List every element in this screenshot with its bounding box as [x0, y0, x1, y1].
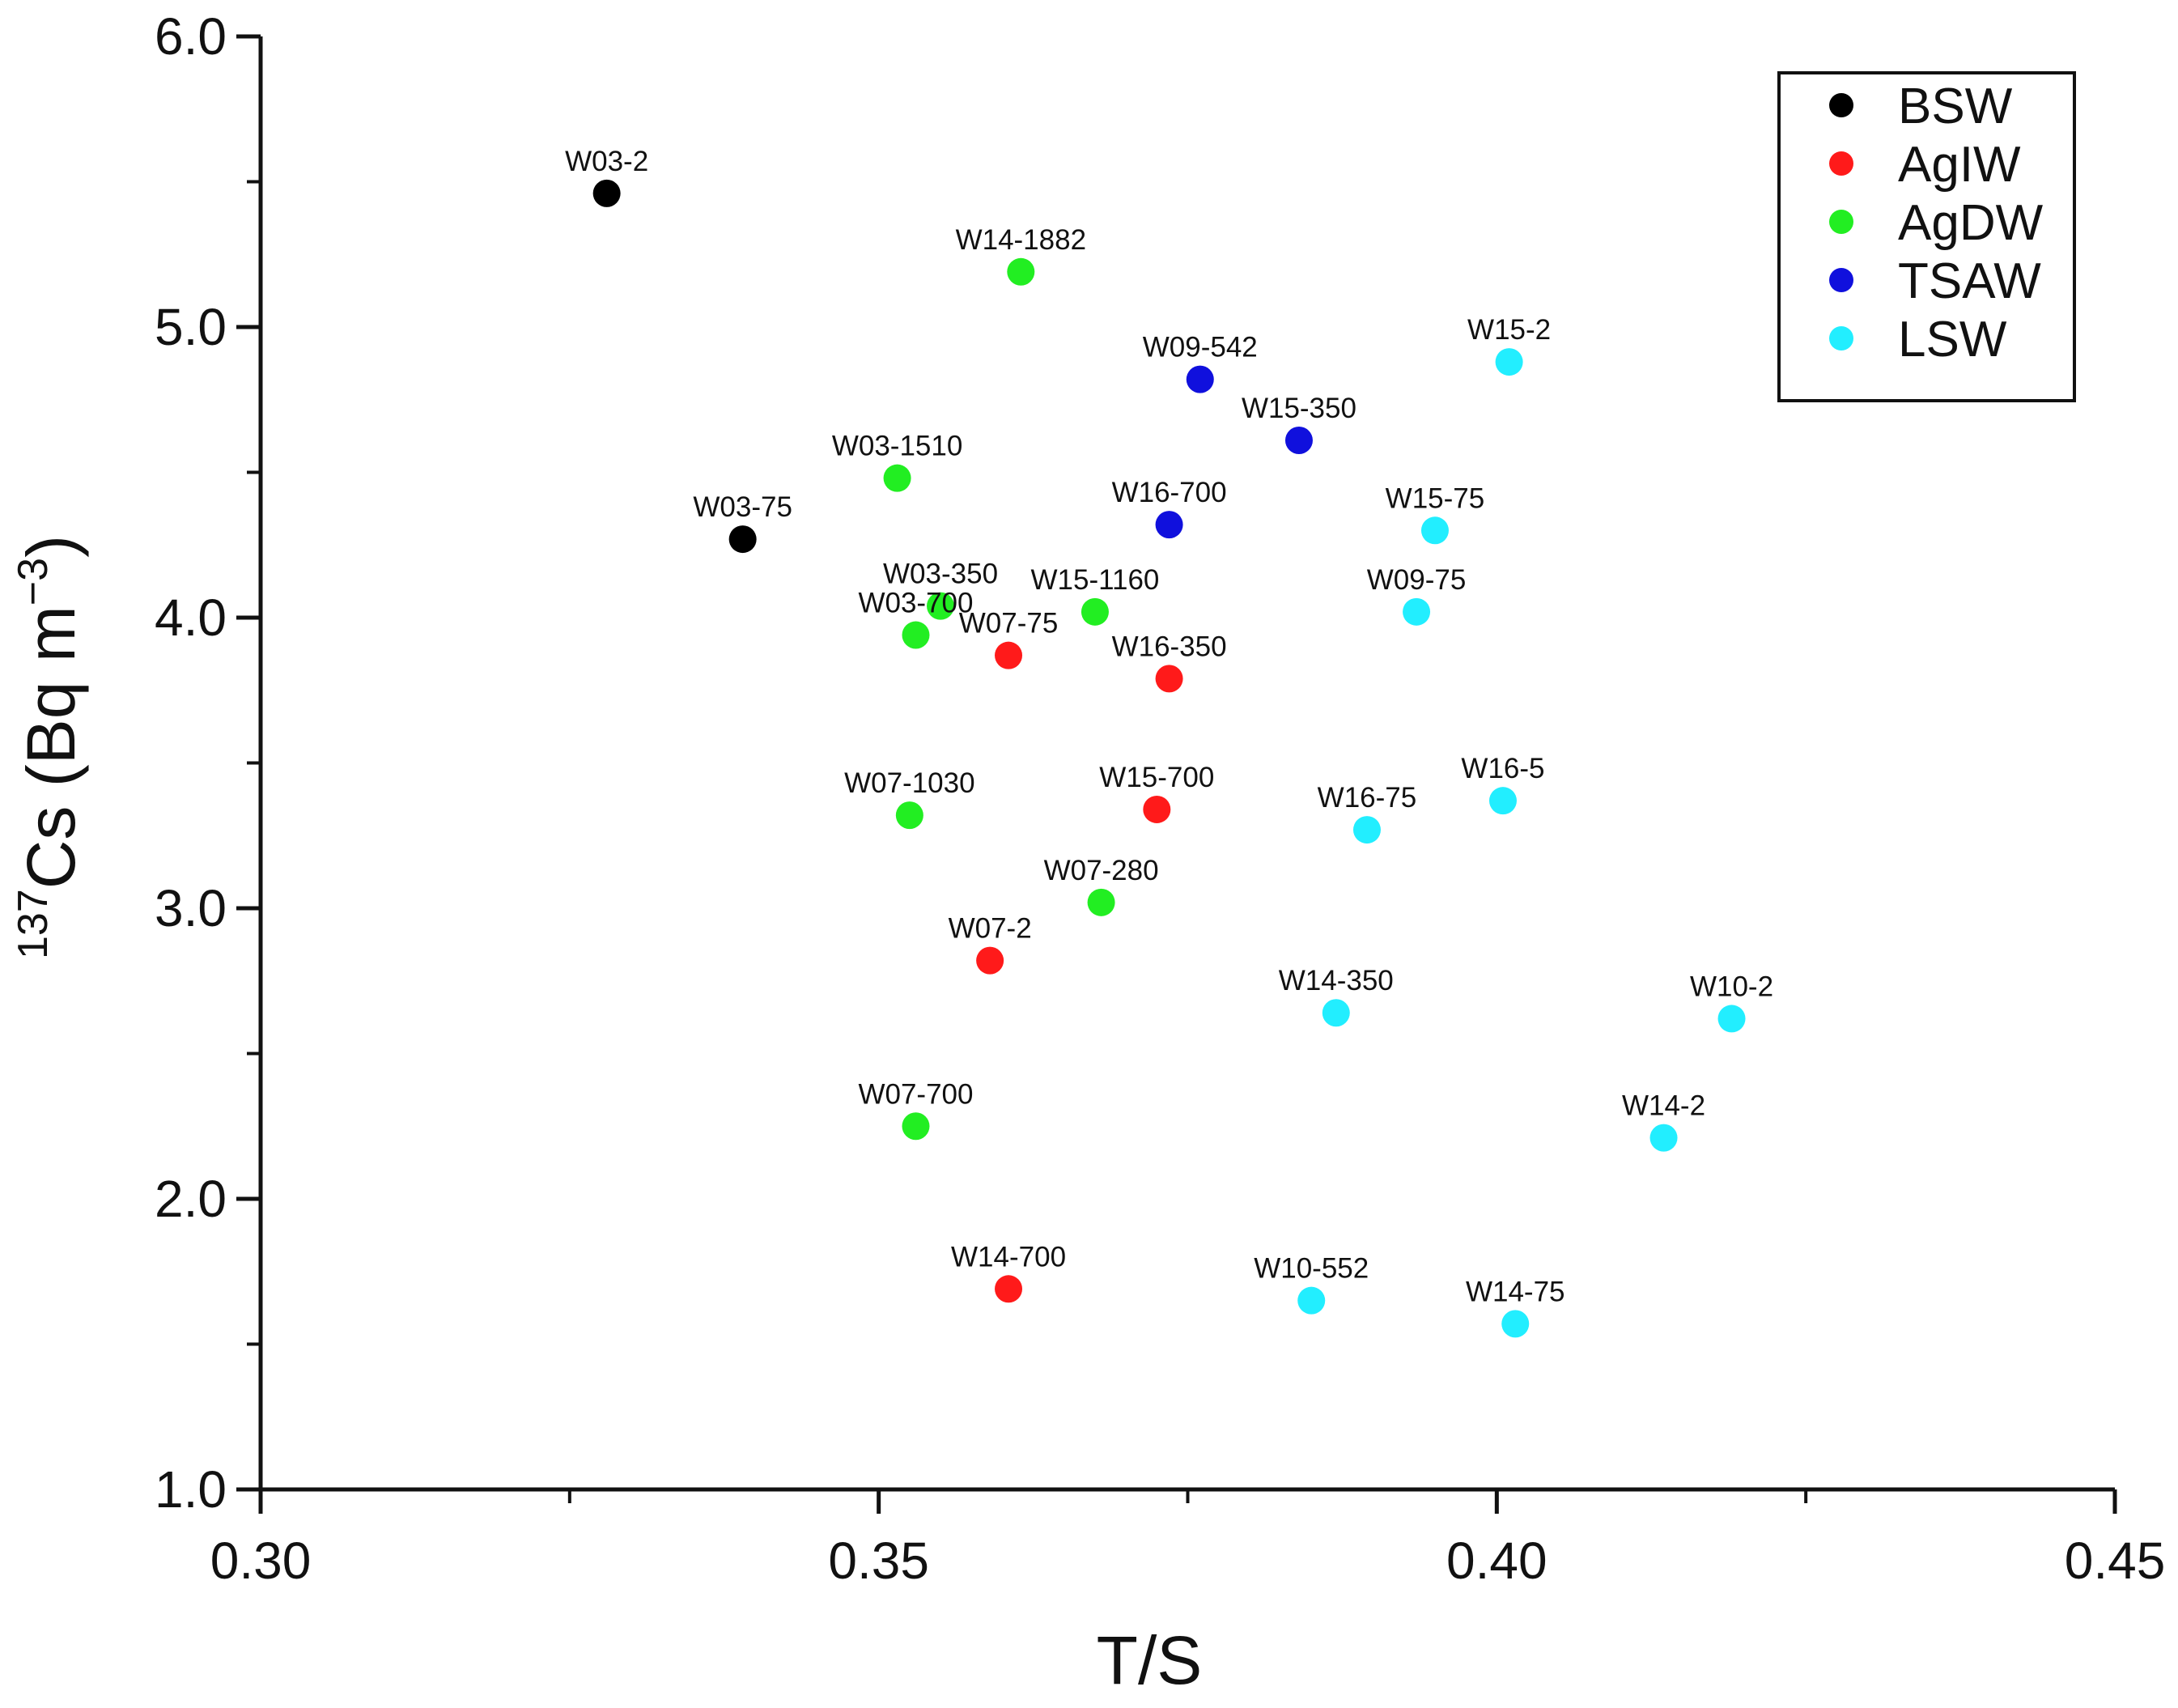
data-point-label: W15-75: [1386, 482, 1485, 514]
legend-marker-agdw: [1829, 210, 1853, 234]
data-point-label: W03-2: [565, 146, 648, 177]
legend-marker-tsaw: [1829, 268, 1853, 292]
data-point-tsaw: [1155, 511, 1183, 539]
x-axis-title: T/S: [1097, 1622, 1203, 1698]
y-tick-label: 3.0: [155, 879, 227, 937]
data-point-label: W16-700: [1112, 477, 1227, 508]
data-point-bsw: [592, 179, 621, 207]
data-point-lsw: [1501, 1310, 1530, 1338]
data-point-label: W14-700: [951, 1241, 1066, 1273]
data-point-agdw: [927, 592, 955, 620]
legend-label-bsw: BSW: [1898, 79, 2013, 134]
data-point-tsaw: [1186, 365, 1214, 393]
legend-marker-lsw: [1829, 326, 1853, 351]
point-labels-layer: W03-2 W03-75 W07-75 W16-350 W15-700 W07-2 W14-…: [565, 146, 1773, 1308]
data-point-agiw: [1155, 665, 1183, 693]
x-tick-label: 0.30: [210, 1532, 312, 1590]
data-point-lsw: [1352, 816, 1381, 844]
data-point-tsaw: [1284, 427, 1313, 455]
data-point-agdw: [883, 464, 911, 492]
data-point-label: W07-1030: [844, 767, 974, 799]
y-tick-label: 1.0: [155, 1460, 227, 1519]
data-point-label: W07-280: [1044, 855, 1159, 886]
x-tick-label: 0.35: [828, 1532, 929, 1590]
data-point-label: W16-5: [1461, 753, 1544, 784]
data-point-agiw: [995, 1275, 1023, 1303]
data-point-lsw: [1420, 516, 1449, 545]
y-axis-title-main: Cs (Bq m: [13, 605, 89, 889]
data-point-label: W14-75: [1466, 1276, 1565, 1307]
y-tick-label: 5.0: [155, 298, 227, 356]
legend-marker-bsw: [1829, 93, 1853, 117]
y-tick-label: 6.0: [155, 7, 227, 66]
data-point-label: W15-700: [1099, 762, 1214, 793]
data-point-agiw: [1143, 795, 1171, 823]
data-point-agiw: [976, 946, 1004, 975]
data-point-lsw: [1403, 597, 1431, 626]
data-point-agiw: [995, 641, 1023, 669]
data-point-label: W16-350: [1112, 631, 1227, 662]
legend-label-lsw: LSW: [1898, 312, 2007, 368]
data-point-lsw: [1495, 348, 1523, 376]
data-points-layer: [592, 179, 1746, 1338]
x-tick-label: 0.45: [2065, 1532, 2166, 1590]
data-point-label: W07-2: [949, 913, 1032, 945]
data-point-label: W15-350: [1242, 393, 1356, 424]
data-point-label: W15-1160: [1031, 564, 1160, 596]
data-point-agdw: [1087, 888, 1115, 916]
y-axis-title-isotope: 137: [10, 889, 57, 959]
data-point-label: W09-542: [1143, 332, 1258, 363]
data-point-label: W09-75: [1367, 564, 1467, 596]
data-point-label: W03-700: [858, 588, 973, 619]
legend-marker-agiw: [1829, 151, 1853, 176]
data-point-label: W14-1882: [956, 224, 1086, 256]
data-point-lsw: [1488, 787, 1517, 815]
data-point-lsw: [1322, 999, 1350, 1027]
data-point-lsw: [1649, 1124, 1678, 1152]
data-point-label: W10-2: [1690, 971, 1773, 1002]
data-point-label: W10-552: [1254, 1253, 1369, 1285]
data-point-lsw: [1297, 1286, 1326, 1315]
y-tick-label: 4.0: [155, 588, 227, 647]
data-point-lsw: [1717, 1005, 1746, 1033]
axes-layer: 0.30 0.35 0.40 0.45 1.0 2.0 3.0 4.0 5.0 6.0: [155, 7, 2165, 1590]
data-point-agdw: [1007, 257, 1035, 286]
data-point-label: W14-350: [1279, 965, 1394, 996]
data-point-label: W07-75: [959, 608, 1059, 639]
legend-label-agiw: AgIW: [1898, 137, 2021, 193]
y-axis-title-unit-exponent: −3: [10, 558, 57, 605]
data-point-label: W16-75: [1318, 782, 1417, 814]
data-point-agdw: [902, 621, 930, 649]
data-point-label: W14-2: [1622, 1090, 1705, 1122]
legend-box: [1777, 71, 2076, 402]
y-axis-title-close: ): [13, 535, 89, 558]
data-point-label: W03-1510: [832, 431, 962, 462]
data-point-agdw: [902, 1112, 930, 1141]
legend-label-tsaw: TSAW: [1898, 253, 2041, 309]
data-point-label: W03-75: [693, 491, 792, 523]
data-point-bsw: [728, 525, 757, 554]
data-point-label: W03-350: [883, 559, 998, 590]
y-tick-label: 2.0: [155, 1170, 227, 1228]
data-point-agdw: [895, 801, 923, 830]
data-point-agdw: [1081, 597, 1109, 626]
legend-label-agdw: AgDW: [1898, 195, 2044, 251]
data-point-label: W15-2: [1467, 314, 1551, 346]
data-point-label: W07-700: [858, 1078, 973, 1110]
y-axis-title: 137Cs (Bq m−3): [10, 535, 89, 959]
x-tick-label: 0.40: [1446, 1532, 1548, 1590]
